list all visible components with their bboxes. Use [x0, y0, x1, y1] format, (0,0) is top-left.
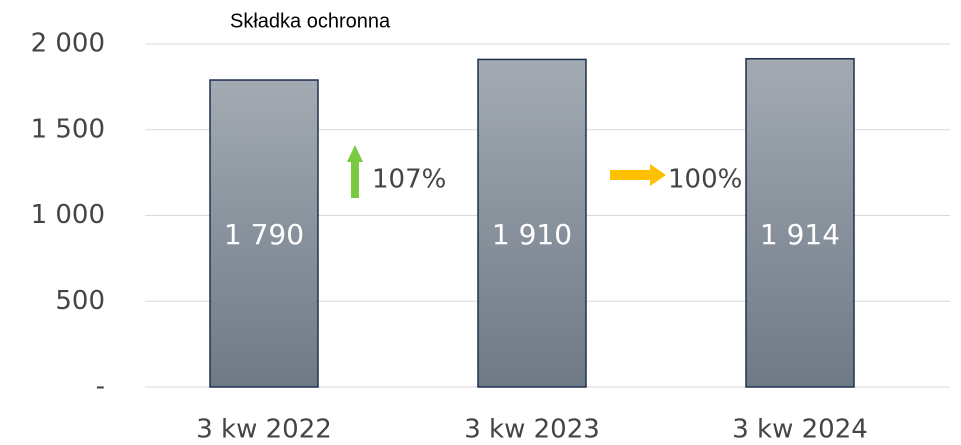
y-tick-label: 1 000: [31, 200, 105, 230]
x-tick-label: 3 kw 2022: [196, 415, 332, 445]
bar: [209, 79, 319, 388]
chart-title: Składka ochronna: [230, 10, 391, 32]
y-tick-label: 1 500: [31, 114, 105, 144]
value-label: 1 910: [492, 218, 572, 251]
annotation: 100%: [668, 165, 742, 195]
y-tick-label: -: [96, 372, 105, 402]
bar: [745, 57, 855, 388]
annotation: 107%: [372, 165, 446, 195]
y-tick-label: 500: [55, 286, 105, 316]
arrow-up: [347, 145, 363, 198]
x-tick-label: 3 kw 2024: [732, 415, 868, 445]
value-label: 1 790: [224, 218, 304, 251]
value-label: 1 914: [760, 218, 840, 251]
bar: [477, 58, 587, 388]
x-tick-label: 3 kw 2023: [464, 415, 600, 445]
y-tick-label: 2 000: [31, 29, 105, 59]
arrow-right: [610, 164, 666, 186]
